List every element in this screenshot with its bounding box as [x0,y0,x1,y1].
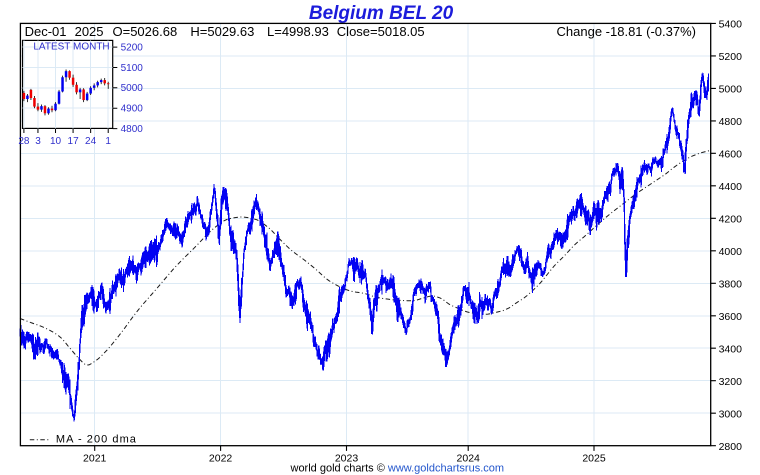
svg-text:O=5026.68: O=5026.68 [113,24,178,39]
svg-text:3: 3 [35,136,41,147]
svg-text:4900: 4900 [121,104,144,115]
svg-text:MA - 200 dma: MA - 200 dma [56,434,137,446]
svg-text:L=4998.93: L=4998.93 [267,24,329,39]
svg-text:4600: 4600 [719,149,743,161]
svg-text:4800: 4800 [121,124,144,135]
svg-text:4200: 4200 [719,214,743,226]
svg-text:Close=5018.05: Close=5018.05 [337,24,425,39]
svg-text:28: 28 [18,136,30,147]
svg-text:4000: 4000 [719,246,743,258]
svg-text:1: 1 [105,136,111,147]
svg-text:3200: 3200 [719,376,743,388]
svg-text:5100: 5100 [121,63,144,74]
svg-text:5000: 5000 [121,83,144,94]
svg-text:Dec-01: Dec-01 [25,24,67,39]
svg-text:LATEST MONTH: LATEST MONTH [33,42,109,53]
svg-text:5200: 5200 [719,51,743,63]
svg-text:4800: 4800 [719,116,743,128]
svg-text:2025: 2025 [582,452,606,464]
svg-text:H=5029.63: H=5029.63 [190,24,254,39]
svg-text:5400: 5400 [719,19,743,31]
svg-text:3000: 3000 [719,409,743,421]
svg-text:2022: 2022 [209,452,233,464]
svg-text:5200: 5200 [121,43,144,54]
svg-text:17: 17 [68,136,80,147]
svg-text:2024: 2024 [457,452,481,464]
svg-text:2025: 2025 [75,24,104,39]
svg-text:3800: 3800 [719,279,743,291]
svg-text:10: 10 [50,136,62,147]
svg-text:3400: 3400 [719,344,743,356]
svg-text:Belgium BEL 20: Belgium BEL 20 [309,3,454,24]
svg-text:5000: 5000 [719,84,743,96]
svg-text:3600: 3600 [719,311,743,323]
svg-text:2023: 2023 [335,452,359,464]
svg-text:2021: 2021 [83,452,107,464]
svg-text:Change -18.81 (-0.37%): Change -18.81 (-0.37%) [557,24,696,39]
svg-text:4400: 4400 [719,181,743,193]
svg-text:24: 24 [85,136,97,147]
svg-text:world gold charts © www.goldch: world gold charts © www.goldchartsrus.co… [290,462,505,474]
svg-text:2800: 2800 [719,441,743,453]
